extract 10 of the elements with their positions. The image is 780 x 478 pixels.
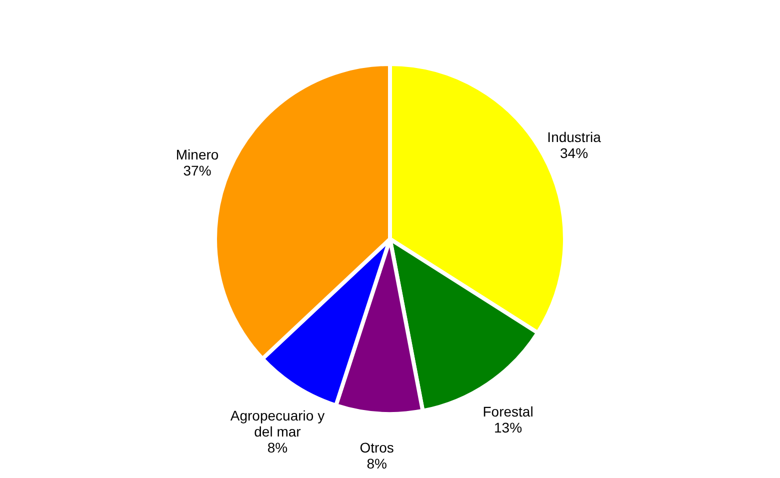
slice-label: Forestal [482, 404, 534, 420]
slice-label: Industria [547, 128, 602, 145]
data-label: 8% [267, 439, 288, 456]
slice-label: Minero [176, 146, 219, 163]
data-label: 37% [183, 162, 212, 179]
slice-label: Otros [360, 440, 394, 456]
data-label: 34% [560, 144, 588, 161]
data-label: 13% [494, 420, 522, 436]
slice-label: Agropecuario y del mar [230, 407, 325, 440]
data-label: 8% [366, 456, 387, 472]
